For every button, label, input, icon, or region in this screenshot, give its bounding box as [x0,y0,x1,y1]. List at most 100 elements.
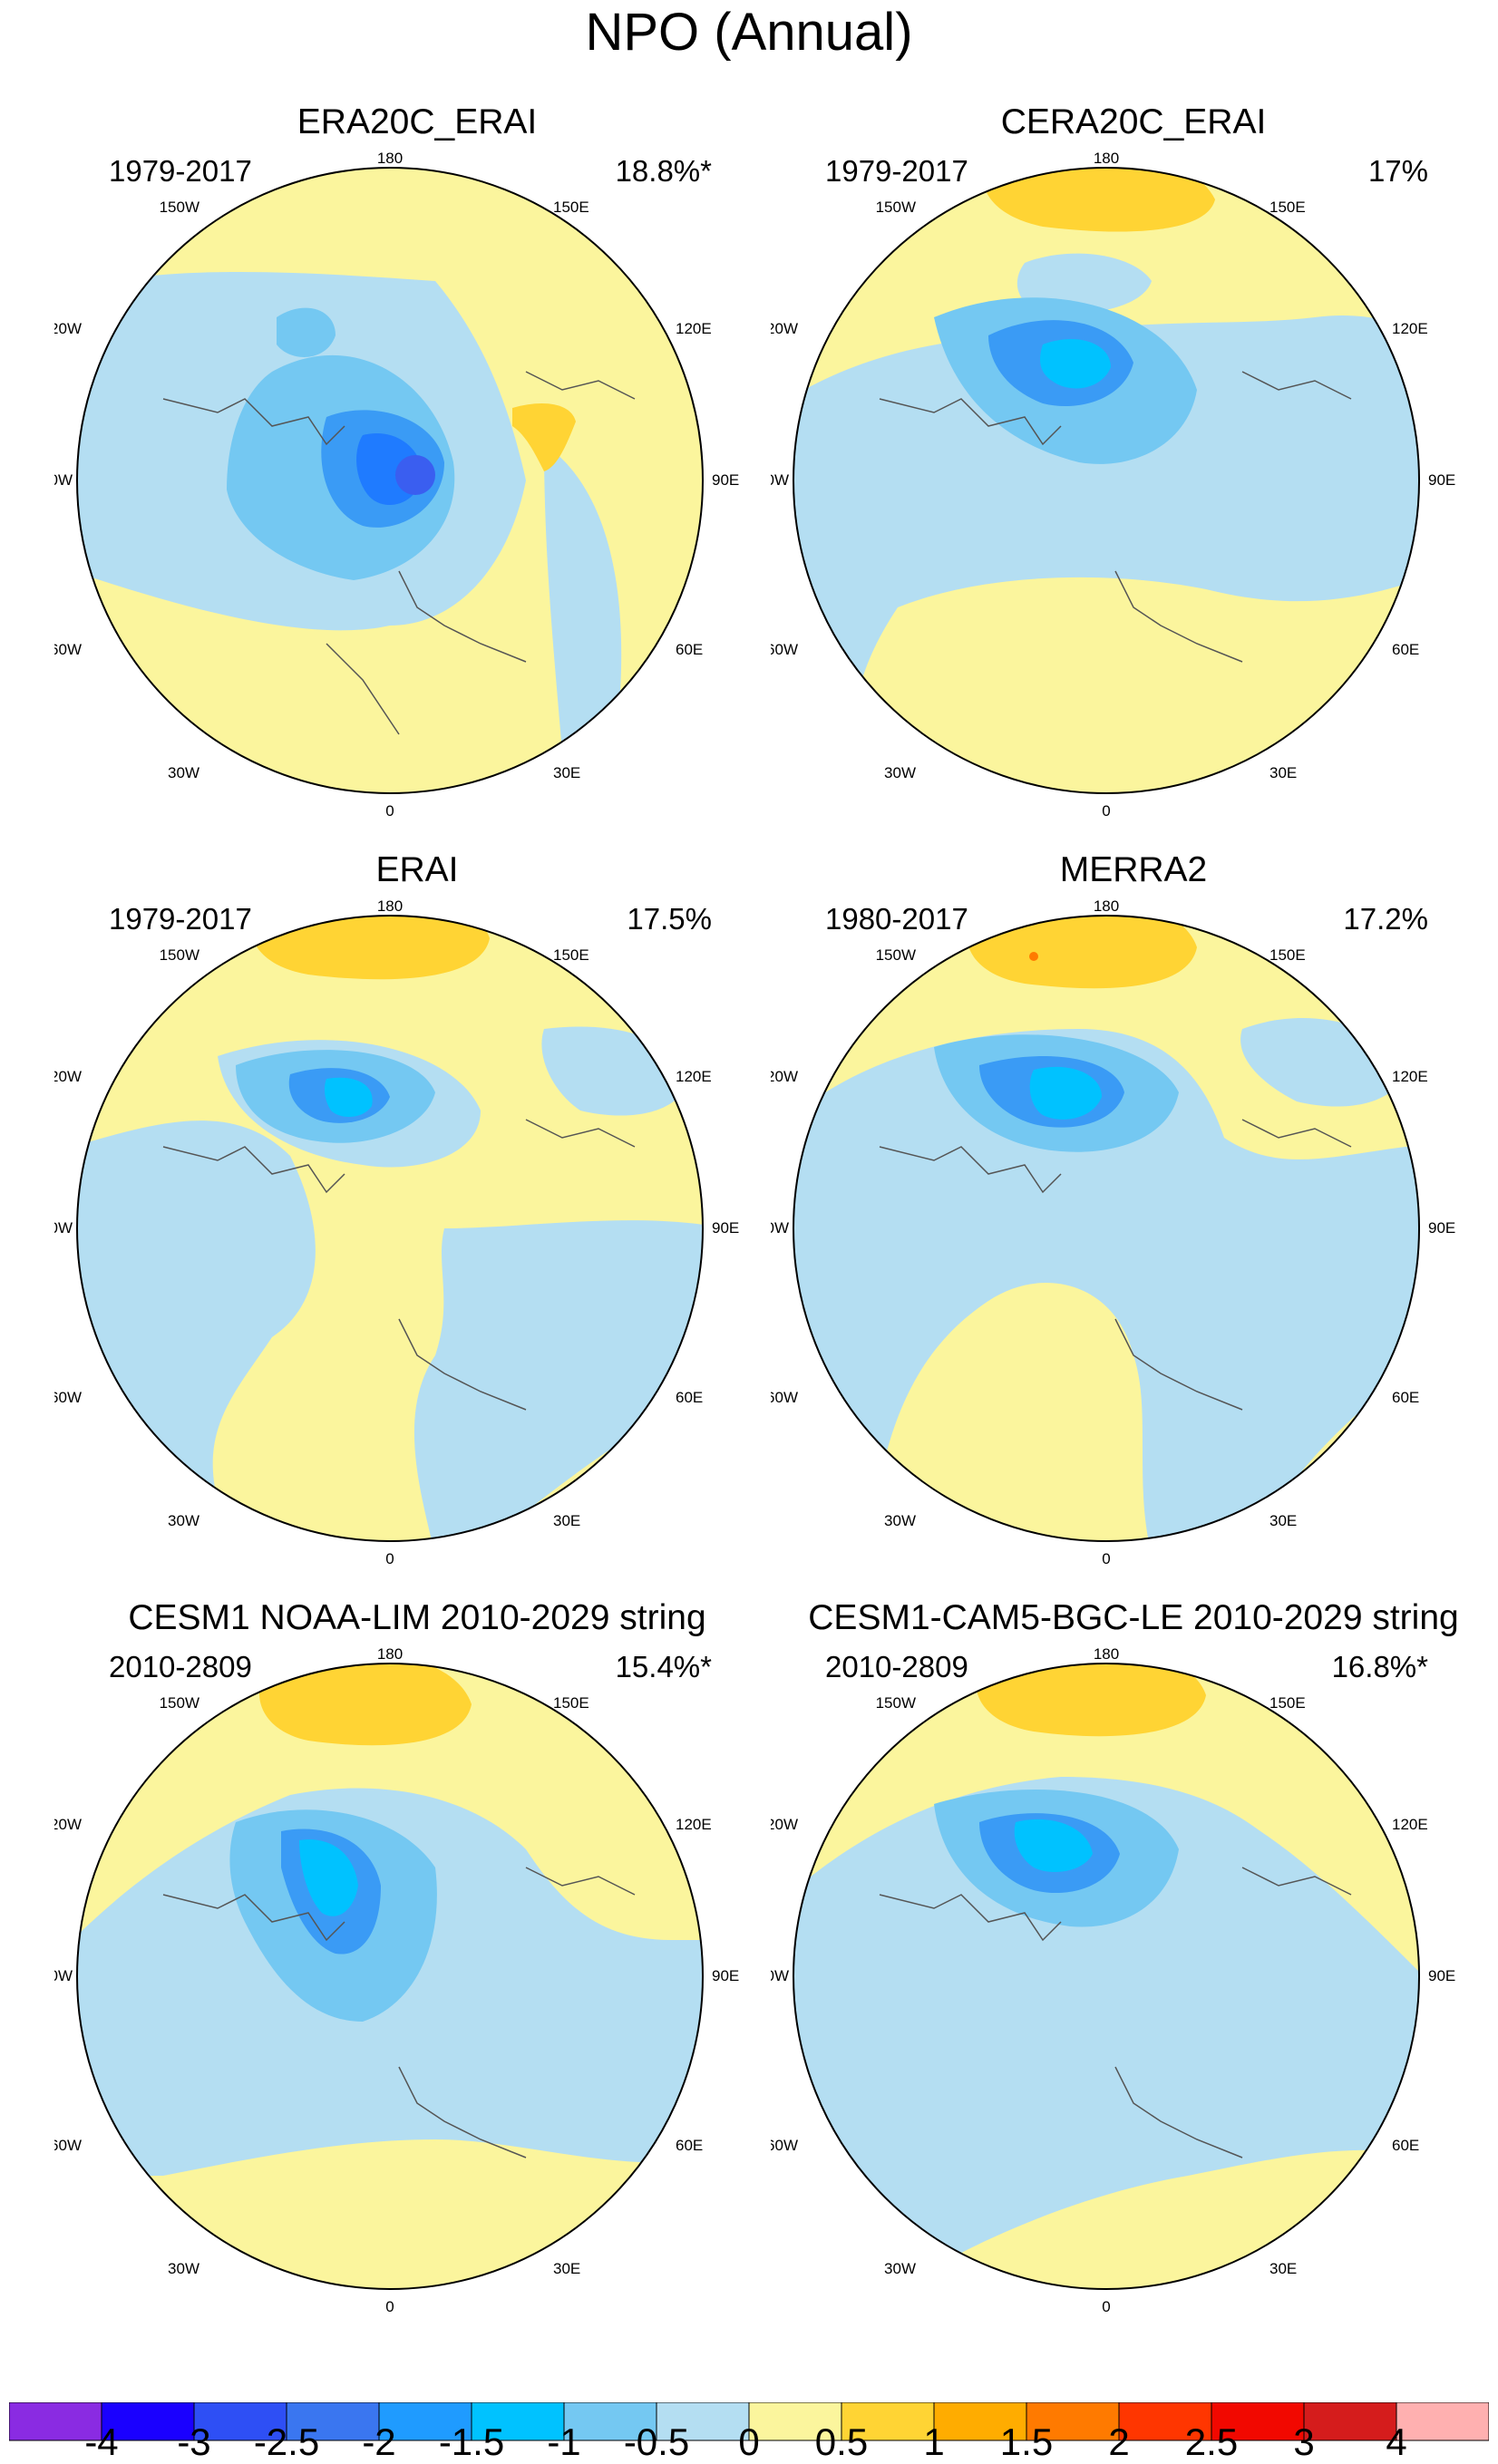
lon-label: 120E [676,1816,712,1833]
panel-title: CESM1-CAM5-BGC-LE 2010-2029 string [808,1598,1459,1637]
polar-map: 180 150E 120E 90E 60E 30E 0 30W 60W 90W … [771,1645,1455,2315]
panel-percent: 17.2% [1343,902,1428,936]
lon-label: 120E [1392,320,1428,337]
lon-label: 150W [160,1694,199,1712]
lon-label: 30E [553,764,580,781]
lon-label: 90E [712,471,739,489]
lon-label: 120W [771,1068,798,1085]
lon-label: 60E [1392,641,1419,658]
colorbar-tick-label: -4 [84,2420,119,2463]
colorbar-tick-label: -3 [177,2420,211,2463]
lon-label: 90W [771,471,789,489]
lon-label: 150E [553,946,589,964]
lon-label: 30W [884,2260,916,2277]
panel-period: 1980-2017 [825,902,968,936]
colorbar-tick-label: 2.5 [1184,2420,1239,2463]
colorbar-box [286,2402,380,2441]
lon-label: 150E [1269,1694,1306,1712]
panel-percent: 17% [1367,154,1428,188]
lon-label: 90E [1428,1219,1455,1237]
colorbar-tick-label: -0.5 [623,2420,690,2463]
lon-label: 0 [385,802,394,820]
lon-label: 60W [771,1389,798,1406]
lon-label: 90W [771,1219,789,1237]
panel-period: 2010-2809 [109,1650,252,1683]
lon-label: 60W [771,2137,798,2154]
lon-label: 0 [1102,1550,1110,1567]
lon-label: 120W [771,320,798,337]
colorbar-tick-label: 1.5 [999,2420,1054,2463]
lon-label: 180 [377,897,403,915]
lon-label: 30W [168,1512,199,1529]
lon-label: 120W [54,1816,82,1833]
panel-title: CERA20C_ERAI [1000,102,1267,141]
lon-label: 30W [884,764,916,781]
panel-title: ERA20C_ERAI [297,102,538,141]
panel-percent: 17.5% [627,902,712,936]
colorbar-box [1303,2402,1397,2441]
map-panel: CESM1-CAM5-BGC-LE 2010-2029 string 2010-… [771,1596,1496,2330]
map-panel: MERRA2 1980-2017 17.2% 180 150E 120E 90E… [771,848,1496,1582]
lon-label: 120E [1392,1816,1428,1833]
lon-label: 150W [876,946,916,964]
panel-period: 2010-2809 [825,1650,968,1683]
colorbar-box [1211,2402,1305,2441]
lon-label: 60E [1392,1389,1419,1406]
lon-label: 150E [1269,199,1306,216]
lon-label: 30E [1269,1512,1297,1529]
lon-label: 30W [168,2260,199,2277]
lon-label: 90E [712,1967,739,1984]
panel-percent: 18.8%* [615,154,712,188]
lon-label: 30W [168,764,199,781]
colorbar-box [101,2402,195,2441]
lon-label: 120W [771,1816,798,1833]
lon-label: 0 [1102,2298,1110,2315]
panel-percent: 15.4%* [615,1650,712,1683]
colorbar-box [193,2402,287,2441]
colorbar-box [563,2402,657,2441]
lon-label: 0 [1102,802,1110,820]
lon-label: 150W [160,199,199,216]
lon-label: 180 [1094,897,1119,915]
lon-label: 90W [54,1219,73,1237]
lon-label: 90E [712,1219,739,1237]
panel-period: 1979-2017 [825,154,968,188]
polar-map: 180 150E 120E 90E 60E 30E 0 30W 60W 90W … [771,897,1455,1567]
polar-map: 180 150E 120E 90E 60E 30E 0 30W 60W 90W … [54,1645,739,2315]
colorbar-tick-label: -1 [547,2420,581,2463]
lon-label: 90W [54,471,73,489]
panel-period: 1979-2017 [109,154,252,188]
colorbar-tick-label: 3 [1293,2420,1315,2463]
lon-label: 90E [1428,471,1455,489]
lon-label: 0 [385,2298,394,2315]
panel-title: CESM1 NOAA-LIM 2010-2029 string [128,1598,706,1637]
colorbar-tick-label: -2 [362,2420,396,2463]
map-panel: ERA20C_ERAI 1979-2017 18.8%* 180 150E 12… [54,100,780,834]
lon-label: 30E [1269,764,1297,781]
lon-label: 120E [676,1068,712,1085]
lon-label: 60E [676,2137,703,2154]
lon-label: 120W [54,320,82,337]
lon-label: 150E [553,199,589,216]
lon-label: 0 [385,1550,394,1567]
panel-title: MERRA2 [1059,850,1208,889]
lon-label: 120E [676,320,712,337]
colorbar-tick-label: -1.5 [438,2420,505,2463]
lon-label: 180 [1094,150,1119,167]
panel-percent: 16.8%* [1331,1650,1428,1683]
lon-label: 60W [771,641,798,658]
lon-label: 180 [1094,1645,1119,1663]
lon-label: 150W [876,1694,916,1712]
map-panel: ERAI 1979-2017 17.5% 180 150E 120E 90E 6… [54,848,780,1582]
colorbar-box [9,2402,102,2441]
lon-label: 30E [553,1512,580,1529]
lon-label: 180 [377,150,403,167]
lon-label: 60W [54,2137,82,2154]
map-panel: CESM1 NOAA-LIM 2010-2029 string 2010-280… [54,1596,780,2330]
lon-label: 60E [676,641,703,658]
lon-label: 60W [54,641,82,658]
lon-label: 150E [1269,946,1306,964]
lon-label: 60W [54,1389,82,1406]
colorbar-box [656,2402,750,2441]
colorbar-tick-label: 0 [738,2420,760,2463]
